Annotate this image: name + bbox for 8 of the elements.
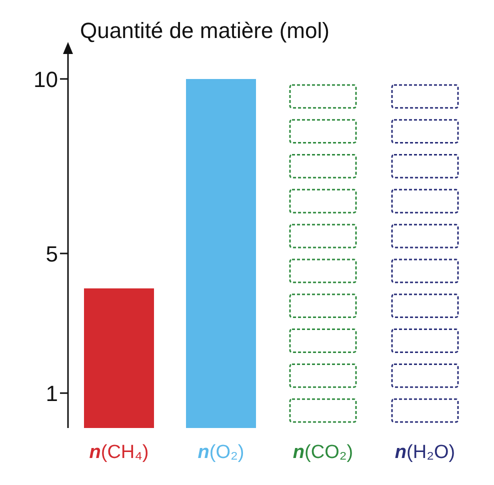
x-tick-label: n(O₂) xyxy=(198,442,244,463)
x-tick-label: n(CH₄) xyxy=(89,442,149,463)
x-tick-label: n(CO₂) xyxy=(292,442,354,463)
y-tick-label: 1 xyxy=(46,380,58,406)
y-tick-label: 10 xyxy=(34,66,58,92)
y-axis-title: Quantité de matière (mol) xyxy=(80,18,330,44)
y-tick-label: 5 xyxy=(46,241,58,266)
x-tick-label: n(H₂O) xyxy=(394,442,456,463)
